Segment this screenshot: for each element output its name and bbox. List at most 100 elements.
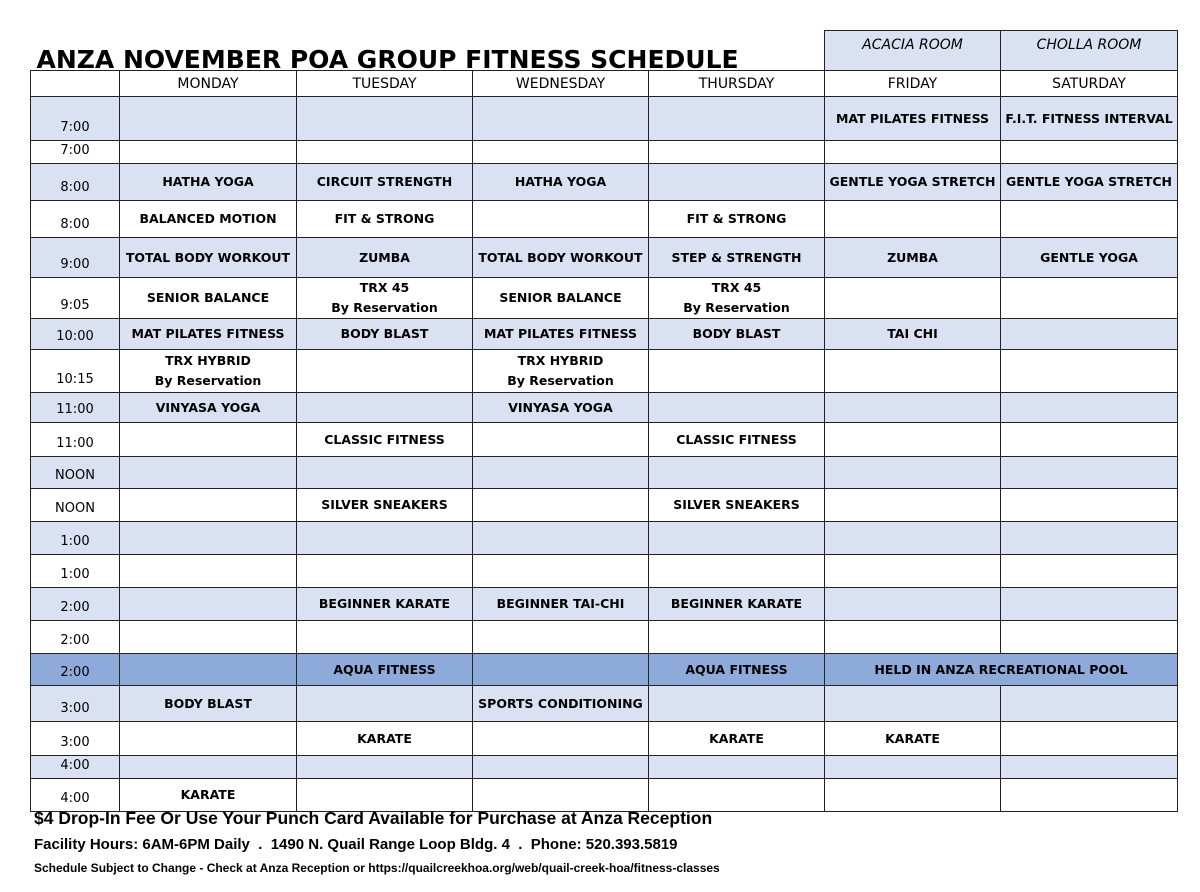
class-name: BALANCED MOTION bbox=[119, 200, 297, 238]
time-label: 7:00 bbox=[30, 96, 120, 141]
empty-cell bbox=[472, 653, 649, 686]
class-name: TAI CHI bbox=[824, 318, 1001, 350]
schedule-row: 9:05 SENIOR BALANCE TRX 45 By Reservation S… bbox=[30, 277, 1178, 319]
class-name: SILVER SNEAKERS bbox=[648, 488, 825, 522]
time-label: 11:00 bbox=[30, 422, 120, 457]
class-name: TRX HYBRID By Reservation bbox=[119, 349, 297, 393]
empty-cell bbox=[648, 554, 825, 588]
schedule-row: 2:00 AQUA FITNESS AQUA FITNESS HELD IN ANZA… bbox=[30, 653, 1178, 686]
empty-cell bbox=[472, 140, 649, 164]
class-name: SILVER SNEAKERS bbox=[296, 488, 473, 522]
empty-cell bbox=[296, 755, 473, 779]
class-name: HATHA YOGA bbox=[472, 163, 649, 201]
class-name: BODY BLAST bbox=[296, 318, 473, 350]
schedule-row: 1:00 bbox=[30, 554, 1178, 588]
day-header-row: MONDAY TUESDAY WEDNESDAY THURSDAY FRIDAY SATU… bbox=[30, 70, 1178, 97]
empty-cell bbox=[1000, 140, 1178, 164]
class-name: SPORTS CONDITIONING bbox=[472, 685, 649, 722]
class-name: BEGINNER TAI-CHI bbox=[472, 587, 649, 621]
empty-cell bbox=[296, 554, 473, 588]
empty-cell bbox=[824, 140, 1001, 164]
empty-cell bbox=[1000, 392, 1178, 423]
empty-cell bbox=[824, 277, 1001, 319]
class-name: MAT PILATES FITNESS bbox=[824, 96, 1001, 141]
class-name: SENIOR BALANCE bbox=[119, 277, 297, 319]
empty-cell bbox=[296, 685, 473, 722]
empty-cell bbox=[824, 456, 1001, 489]
empty-cell bbox=[648, 521, 825, 555]
schedule-row: 2:00 bbox=[30, 620, 1178, 654]
schedule-row: 10:15 TRX HYBRID By Reservation TRX HYBRID… bbox=[30, 349, 1178, 393]
empty-cell bbox=[648, 456, 825, 489]
day-label: MONDAY bbox=[119, 70, 297, 97]
room-label: CHOLLA ROOM bbox=[1000, 30, 1178, 71]
empty-cell bbox=[472, 488, 649, 522]
day-label: WEDNESDAY bbox=[472, 70, 649, 97]
schedule-row: 7:00 bbox=[30, 140, 1178, 164]
class-name: KARATE bbox=[296, 721, 473, 756]
class-name: FIT & STRONG bbox=[296, 200, 473, 238]
empty-cell bbox=[1000, 587, 1178, 621]
footer-line: Facility Hours: 6AM-6PM Daily . 1490 N. … bbox=[34, 836, 678, 853]
class-name: GENTLE YOGA STRETCH bbox=[1000, 163, 1178, 201]
empty-cell bbox=[119, 96, 297, 141]
class-name: AQUA FITNESS bbox=[648, 653, 825, 686]
empty-cell bbox=[1000, 620, 1178, 654]
empty-cell bbox=[119, 140, 297, 164]
empty-cell bbox=[648, 392, 825, 423]
time-label: 7:00 bbox=[30, 140, 120, 164]
class-name: HELD IN ANZA RECREATIONAL POOL bbox=[824, 653, 1178, 686]
time-label: 1:00 bbox=[30, 521, 120, 555]
empty-cell bbox=[296, 521, 473, 555]
empty-cell bbox=[824, 778, 1001, 812]
time-label: 10:00 bbox=[30, 318, 120, 350]
time-label: 2:00 bbox=[30, 620, 120, 654]
day-label: FRIDAY bbox=[824, 70, 1001, 97]
empty-cell bbox=[648, 685, 825, 722]
empty-cell bbox=[824, 392, 1001, 423]
schedule-row: 11:00 CLASSIC FITNESS CLASSIC FITNESS bbox=[30, 422, 1178, 457]
schedule-row: 4:00 KARATE bbox=[30, 778, 1178, 812]
empty-cell bbox=[119, 620, 297, 654]
empty-cell bbox=[1000, 488, 1178, 522]
time-label: 9:05 bbox=[30, 277, 120, 319]
empty-cell bbox=[824, 755, 1001, 779]
empty-cell bbox=[472, 422, 649, 457]
class-name: CIRCUIT STRENGTH bbox=[296, 163, 473, 201]
empty-cell bbox=[119, 587, 297, 621]
room-label: ACACIA ROOM bbox=[824, 30, 1001, 71]
schedule-table: ANZA NOVEMBER POA GROUP FITNESS SCHEDULE… bbox=[30, 30, 1178, 812]
empty-cell bbox=[648, 96, 825, 141]
empty-cell bbox=[472, 620, 649, 654]
empty-cell bbox=[296, 140, 473, 164]
class-name: BODY BLAST bbox=[119, 685, 297, 722]
schedule-row: NOON bbox=[30, 456, 1178, 489]
empty-cell bbox=[824, 685, 1001, 722]
class-name: SENIOR BALANCE bbox=[472, 277, 649, 319]
schedule-row: 8:00 BALANCED MOTION FIT & STRONG FIT & STR… bbox=[30, 200, 1178, 238]
empty-cell bbox=[472, 200, 649, 238]
empty-cell bbox=[824, 554, 1001, 588]
day-label: SATURDAY bbox=[1000, 70, 1178, 97]
class-name: HATHA YOGA bbox=[119, 163, 297, 201]
class-name: BEGINNER KARATE bbox=[296, 587, 473, 621]
class-name: TRX HYBRID By Reservation bbox=[472, 349, 649, 393]
class-name: TRX 45 By Reservation bbox=[296, 277, 473, 319]
empty-cell bbox=[119, 521, 297, 555]
class-name: VINYASA YOGA bbox=[119, 392, 297, 423]
class-name: F.I.T. FITNESS INTERVAL bbox=[1000, 96, 1178, 141]
empty-cell bbox=[119, 554, 297, 588]
title-row: ANZA NOVEMBER POA GROUP FITNESS SCHEDULE… bbox=[30, 30, 1178, 71]
empty-cell bbox=[648, 349, 825, 393]
time-label: 8:00 bbox=[30, 200, 120, 238]
empty-cell bbox=[472, 755, 649, 779]
schedule-row: 4:00 bbox=[30, 755, 1178, 779]
empty-cell bbox=[119, 721, 297, 756]
empty-cell bbox=[296, 456, 473, 489]
class-name: TOTAL BODY WORKOUT bbox=[472, 237, 649, 278]
time-label: 4:00 bbox=[30, 778, 120, 812]
class-name: TOTAL BODY WORKOUT bbox=[119, 237, 297, 278]
empty-cell bbox=[648, 163, 825, 201]
empty-cell bbox=[648, 778, 825, 812]
empty-cell bbox=[1000, 200, 1178, 238]
